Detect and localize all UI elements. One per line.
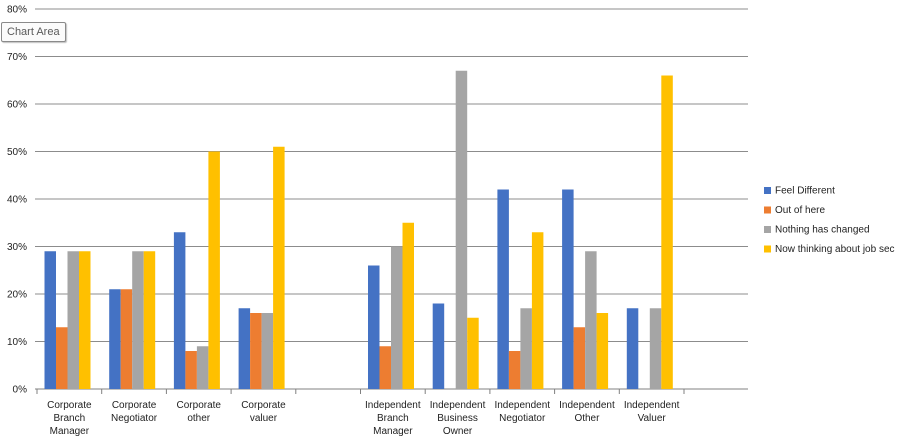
x-category-label: Independent bbox=[365, 400, 421, 411]
bar bbox=[402, 222, 414, 389]
bar bbox=[67, 251, 79, 389]
x-category-label: Negotiator bbox=[111, 413, 158, 424]
y-tick-label: 20% bbox=[7, 290, 27, 301]
x-category-label: Corporate bbox=[241, 400, 286, 411]
bar bbox=[661, 75, 673, 389]
chart-area-tooltip: Chart Area bbox=[1, 22, 66, 42]
legend-swatch bbox=[764, 226, 771, 233]
bar bbox=[196, 346, 209, 389]
bar bbox=[562, 189, 574, 389]
x-category-label: other bbox=[187, 413, 210, 424]
x-category-label: Independent bbox=[624, 400, 680, 411]
x-category-label: Manager bbox=[50, 426, 90, 437]
bar bbox=[56, 327, 68, 389]
bar bbox=[596, 313, 609, 389]
x-category-label: Branch bbox=[377, 413, 409, 424]
bar bbox=[391, 246, 403, 389]
x-category-label: Independent bbox=[430, 400, 486, 411]
legend-label: Nothing has changed bbox=[775, 225, 870, 236]
y-tick-label: 50% bbox=[7, 147, 27, 158]
y-tick-label: 0% bbox=[13, 385, 28, 396]
y-tick-label: 70% bbox=[7, 52, 27, 63]
y-tick-label: 80% bbox=[7, 5, 27, 16]
legend-swatch bbox=[764, 206, 771, 214]
bar bbox=[185, 351, 197, 389]
bar bbox=[531, 232, 544, 389]
y-axis-ticks: 0% 10% 20% 30% 40% 50% 60% 70% 80% bbox=[7, 5, 27, 396]
bar bbox=[573, 327, 586, 389]
x-category-label: Corporate bbox=[112, 400, 157, 411]
x-category-label: Valuer bbox=[638, 413, 667, 424]
x-axis-categories: Corporate Branch Manager Corporate Negotiato… bbox=[47, 400, 680, 437]
bar bbox=[379, 346, 391, 389]
legend-label: Feel Different bbox=[775, 186, 835, 197]
y-tick-label: 60% bbox=[7, 100, 27, 111]
y-tick-label: 10% bbox=[7, 337, 27, 348]
bar bbox=[109, 289, 121, 389]
bar bbox=[626, 308, 639, 389]
bar bbox=[143, 251, 156, 389]
bar bbox=[508, 351, 521, 389]
legend-swatch bbox=[764, 245, 771, 253]
bar bbox=[497, 189, 509, 389]
bar bbox=[467, 317, 479, 389]
x-category-label: Corporate bbox=[47, 400, 92, 411]
bar bbox=[432, 303, 445, 389]
bar bbox=[649, 308, 662, 389]
x-category-label: Independent bbox=[559, 400, 615, 411]
bar bbox=[120, 289, 133, 389]
y-tick-label: 30% bbox=[7, 242, 27, 253]
bar bbox=[173, 232, 186, 389]
x-category-label: Independent bbox=[494, 400, 550, 411]
bar bbox=[238, 308, 251, 389]
bar bbox=[250, 313, 262, 389]
legend-swatch bbox=[764, 187, 771, 194]
x-category-label: Owner bbox=[443, 426, 473, 437]
bar bbox=[261, 313, 274, 389]
bar bbox=[455, 70, 468, 389]
bar bbox=[132, 251, 144, 389]
x-category-label: Corporate bbox=[177, 400, 222, 411]
x-category-label: Branch bbox=[54, 413, 86, 424]
bar bbox=[208, 151, 220, 389]
bars bbox=[44, 70, 673, 389]
x-category-label: Other bbox=[574, 413, 600, 424]
x-category-label: valuer bbox=[250, 413, 278, 424]
bar bbox=[585, 251, 597, 389]
x-category-label: Negotiator bbox=[499, 413, 546, 424]
bar bbox=[368, 265, 380, 389]
legend-label: Out of here bbox=[775, 205, 825, 216]
x-category-label: Business bbox=[437, 413, 478, 424]
bar bbox=[520, 308, 532, 389]
bar bbox=[79, 251, 91, 389]
bar bbox=[44, 251, 56, 389]
bar bbox=[273, 146, 285, 389]
legend-label: Now thinking about job sec bbox=[775, 244, 895, 255]
y-tick-label: 40% bbox=[7, 195, 27, 206]
x-category-label: Manager bbox=[373, 426, 413, 437]
legend: Feel Different Out of here Nothing has cha… bbox=[764, 186, 895, 255]
